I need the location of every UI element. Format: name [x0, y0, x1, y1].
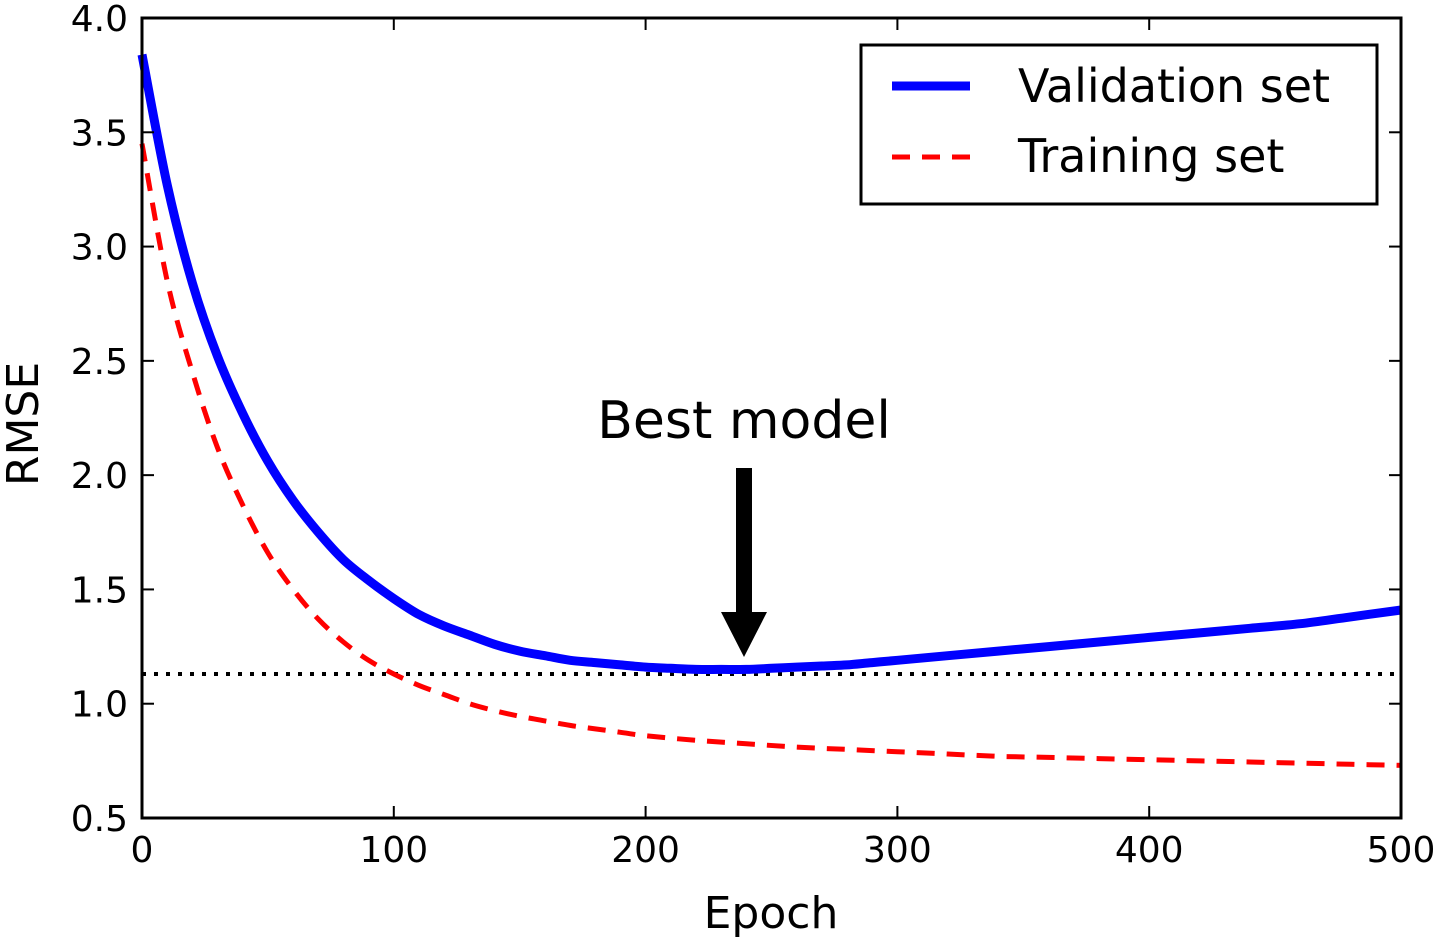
y-tick-label: 3.5	[71, 113, 128, 154]
tick-labels: 0 100 200 300 400 500 0.5 1.0 1.5 2.0 2.5 3.0 3.5 4.0	[71, 0, 1436, 871]
x-tick-label: 500	[1367, 830, 1436, 871]
annotation: Best model	[597, 391, 891, 657]
y-tick-label: 0.5	[71, 799, 128, 840]
y-tick-label: 1.0	[71, 685, 128, 726]
legend-box	[859, 43, 1379, 206]
legend: Validation set Training set	[859, 43, 1379, 206]
y-tick-label: 2.0	[71, 456, 128, 497]
validation-set-line	[137, 53, 1402, 674]
y-tick-label: 1.5	[71, 570, 128, 611]
x-tick-label: 0	[131, 830, 154, 871]
annotation-label: Best model	[597, 391, 891, 451]
y-tick-label: 2.5	[71, 342, 128, 383]
x-tick-label: 400	[1115, 830, 1184, 871]
x-tick-label: 300	[863, 830, 932, 871]
y-axis-title: RMSE	[0, 362, 49, 486]
training-set-line	[139, 143, 1402, 768]
y-tick-label: 3.0	[71, 228, 128, 269]
plot-area	[137, 53, 1402, 768]
legend-label-training: Training set	[1017, 129, 1284, 183]
x-tick-label: 200	[611, 830, 680, 871]
x-axis-title: Epoch	[704, 888, 839, 938]
y-tick-label: 4.0	[71, 0, 128, 40]
annotation-arrow	[721, 468, 767, 657]
x-tick-label: 100	[359, 830, 428, 871]
plot-frame	[140, 16, 1403, 820]
legend-label-validation: Validation set	[1018, 59, 1330, 113]
